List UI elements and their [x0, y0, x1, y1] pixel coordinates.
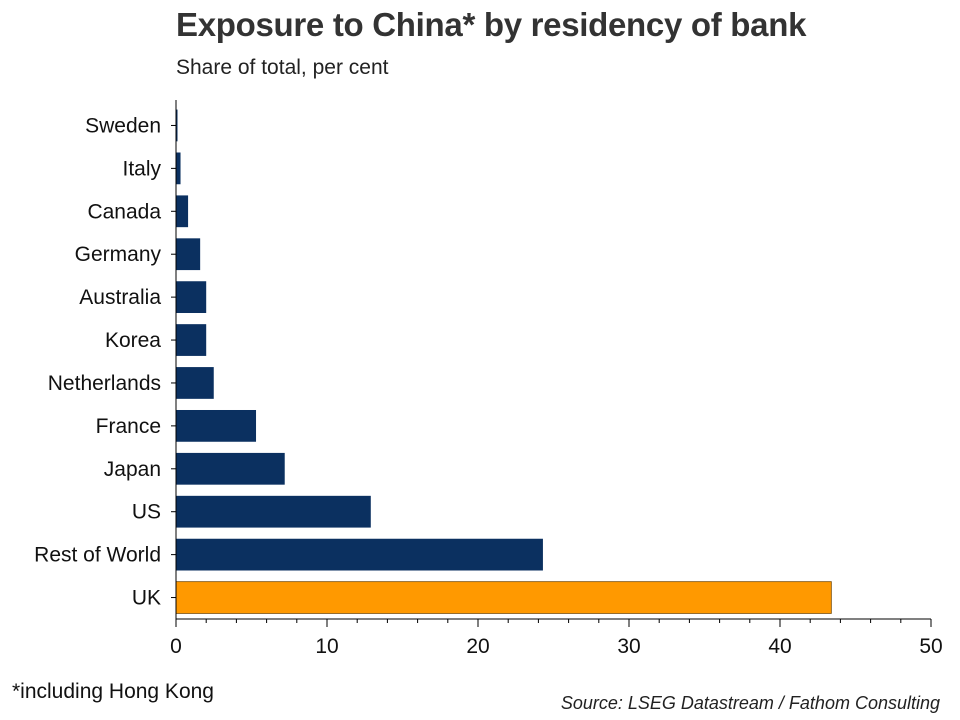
footnote: *including Hong Kong	[12, 680, 214, 703]
bar-canada	[176, 195, 189, 228]
category-label: Netherlands	[48, 372, 161, 395]
bar-netherlands	[176, 367, 214, 399]
bar-australia	[176, 281, 207, 314]
x-tick-label: 40	[768, 635, 791, 658]
x-tick-label: 50	[919, 635, 942, 658]
bar-sweden	[176, 109, 178, 142]
source-note: Source: LSEG Datastream / Fathom Consult…	[560, 693, 940, 713]
category-label: Sweden	[85, 114, 161, 137]
chart-title: Exposure to China* by residency of bank	[176, 6, 807, 43]
bar-france	[176, 409, 257, 442]
category-label: Germany	[75, 243, 162, 266]
bar-korea	[176, 324, 207, 356]
x-tick-label: 10	[315, 635, 338, 658]
category-label: France	[96, 415, 161, 438]
category-label: Korea	[105, 329, 161, 352]
category-label: Japan	[104, 458, 161, 481]
bar-italy	[176, 152, 181, 185]
category-label: UK	[132, 587, 161, 610]
bar-rest-of-world	[176, 538, 543, 571]
bar-uk	[175, 581, 832, 614]
category-label: US	[132, 501, 161, 524]
chart-subtitle: Share of total, per cent	[176, 56, 389, 79]
category-label: Rest of World	[34, 544, 161, 567]
x-tick-label: 20	[466, 635, 489, 658]
category-label: Australia	[79, 286, 161, 309]
bar-japan	[176, 452, 285, 485]
bar-germany	[176, 238, 201, 271]
category-label: Italy	[122, 157, 161, 180]
x-tick-label: 30	[617, 635, 640, 658]
bar-us	[176, 495, 371, 528]
category-label: Canada	[87, 200, 161, 223]
x-tick-label: 0	[170, 635, 182, 658]
